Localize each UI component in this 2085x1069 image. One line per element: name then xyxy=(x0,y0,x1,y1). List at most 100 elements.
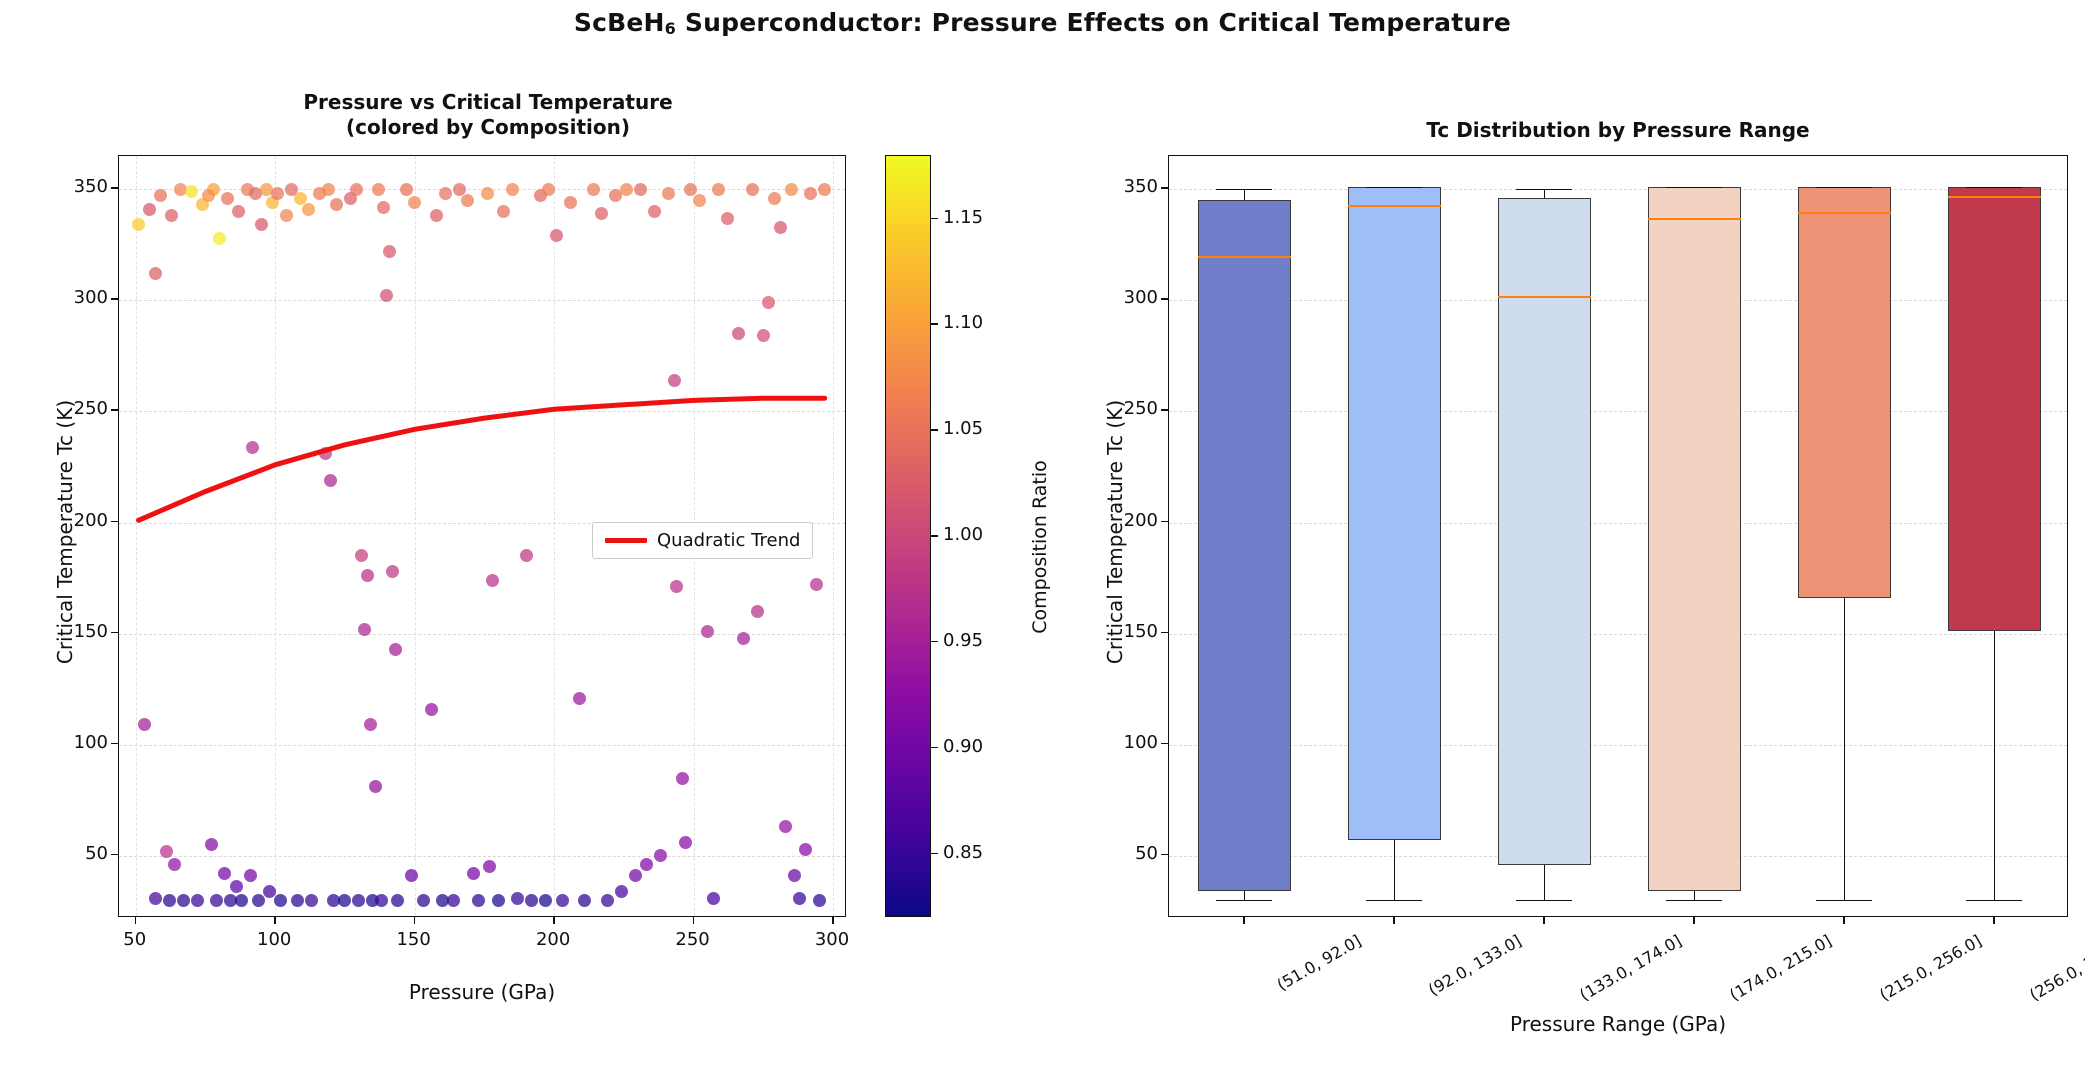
scatter-point xyxy=(249,187,263,201)
scatter-point xyxy=(385,564,399,578)
scatter-point xyxy=(779,820,793,834)
colorbar-tick-label: 1.00 xyxy=(943,524,984,545)
boxplot-box xyxy=(1797,187,1891,599)
scatter-point xyxy=(260,182,274,196)
boxplot-whisker-cap xyxy=(1966,187,2022,189)
scatter-point xyxy=(291,893,304,907)
scatter-point xyxy=(274,893,288,907)
scatter-point xyxy=(408,196,422,210)
scatter-point xyxy=(137,718,151,732)
xtick-mark xyxy=(274,917,276,924)
right-panel-title: Tc Distribution by Pressure Range xyxy=(1426,118,1810,142)
scatter-point xyxy=(678,835,692,849)
scatter-points-layer xyxy=(119,156,845,916)
colorbar-tick-label: 1.05 xyxy=(943,418,984,440)
scatter-point xyxy=(480,187,494,201)
scatter-point xyxy=(302,202,316,216)
ytick-label: 50 xyxy=(1135,842,1158,864)
scatter-point xyxy=(162,893,176,907)
ytick-label: 250 xyxy=(1123,398,1158,420)
colorbar-label: Composition Ratio xyxy=(1029,460,1051,634)
scatter-point xyxy=(491,893,505,907)
left-xlabel: Pressure (GPa) xyxy=(408,980,556,1004)
scatter-point xyxy=(229,880,243,894)
scatter-point xyxy=(670,580,684,594)
scatter-point xyxy=(461,193,475,207)
scatter-point xyxy=(486,573,500,587)
scatter-point xyxy=(168,858,182,872)
scatter-point xyxy=(447,893,461,907)
ytick-label: 300 xyxy=(73,287,108,309)
scatter-point xyxy=(271,187,285,201)
boxplot-xtick-label: (92.0, 133.0] xyxy=(1424,931,1525,1000)
scatter-point xyxy=(159,844,173,858)
scatter-point xyxy=(497,205,511,219)
boxplot-whisker xyxy=(1244,189,1245,201)
scatter-point xyxy=(293,191,307,205)
scatter-point xyxy=(745,182,759,196)
ytick-label: 50 xyxy=(85,842,108,864)
scatter-point xyxy=(235,893,249,907)
xtick-label: 250 xyxy=(675,929,710,950)
scatter-point xyxy=(628,869,642,883)
boxplot-whisker-cap xyxy=(1516,189,1572,191)
scatter-point xyxy=(773,220,787,234)
colorbar-tick-mark xyxy=(931,852,938,855)
scatter-point xyxy=(620,182,634,196)
legend-label-quadratic-trend: Quadratic Trend xyxy=(657,530,801,551)
boxplot-whisker-cap xyxy=(1966,900,2022,902)
scatter-point xyxy=(143,202,157,216)
left-panel-title-line2: (colored by Composition) xyxy=(346,115,630,139)
ytick-label: 100 xyxy=(73,731,108,753)
boxplot-whisker-cap xyxy=(1516,900,1572,902)
gridline-horizontal xyxy=(119,633,845,635)
scatter-point xyxy=(218,867,232,881)
boxplot-xtick-mark xyxy=(1543,917,1545,924)
ytick-mark xyxy=(1161,409,1168,412)
scatter-point xyxy=(327,893,341,907)
scatter-point xyxy=(399,182,413,196)
scatter-point xyxy=(224,893,238,907)
gridline-horizontal xyxy=(1169,411,2067,413)
scatter-point xyxy=(692,193,706,207)
boxplot-whisker-cap xyxy=(1366,900,1422,902)
scatter-point xyxy=(438,187,452,201)
boxplot-xtick-label: (215.0, 256.0] xyxy=(1876,931,1985,1005)
colorbar-tick-label: 0.95 xyxy=(943,629,984,651)
ytick-mark xyxy=(111,742,118,745)
ytick-label: 100 xyxy=(1123,731,1158,753)
scatter-point xyxy=(798,842,812,856)
boxplot-median-line xyxy=(1347,204,1441,207)
scatter-point xyxy=(210,893,224,907)
ytick-label: 350 xyxy=(1123,176,1158,198)
quadratic-trend-line xyxy=(136,395,828,523)
boxplot-whisker-cap xyxy=(1216,900,1272,902)
scatter-point xyxy=(148,267,162,281)
scatter-point xyxy=(154,189,168,203)
boxplot-whisker xyxy=(1244,891,1245,901)
scatter-point xyxy=(466,867,480,881)
boxplot-median-line xyxy=(1947,195,2041,198)
scatter-point xyxy=(684,182,698,196)
scatter-point xyxy=(639,858,653,872)
boxplot-xtick-label: (256.0, 297.0] xyxy=(2026,931,2085,1005)
gridline-horizontal xyxy=(119,744,845,746)
scatter-point xyxy=(595,207,609,221)
scatter-point xyxy=(539,893,553,907)
scatter-point xyxy=(787,869,801,883)
scatter-point xyxy=(648,205,662,219)
scatter-point xyxy=(391,893,405,907)
gridline-horizontal xyxy=(1169,744,2067,746)
gridline-horizontal xyxy=(119,300,845,302)
gridline-horizontal xyxy=(119,522,845,524)
scatter-point xyxy=(424,702,438,716)
boxplot-whisker xyxy=(1394,840,1395,901)
boxplot-median-line xyxy=(1197,255,1291,258)
scatter-point xyxy=(185,185,199,199)
boxplot-xtick-label: (133.0, 174.0] xyxy=(1576,931,1685,1005)
scatter-point xyxy=(148,891,162,905)
colorbar-tick-label: 1.15 xyxy=(943,206,984,228)
scatter-point xyxy=(564,196,578,210)
scatter-point xyxy=(751,604,765,618)
gridline-vertical xyxy=(554,156,556,916)
